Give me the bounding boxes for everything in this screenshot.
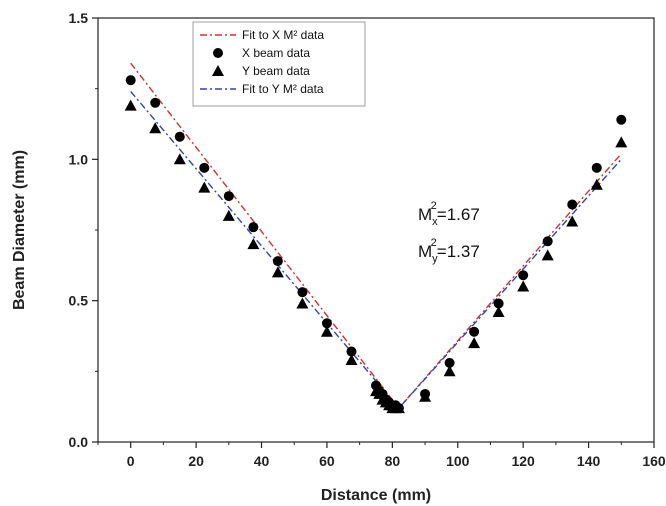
plot-frame <box>97 17 655 443</box>
y-beam-point <box>615 136 628 148</box>
y-tick-label: 1.5 <box>69 10 89 26</box>
x-axis-title: Distance (mm) <box>321 487 431 504</box>
annotation-mx2: Mx 2=1.67 <box>418 200 480 228</box>
annotation-my2-value: =1.37 <box>437 242 480 261</box>
legend: Fit to X M² data X beam data Y beam data… <box>192 21 366 107</box>
x-beam-point <box>469 326 480 337</box>
annotation-my2-sup: 2 <box>431 237 437 249</box>
x-beam-point <box>125 75 136 86</box>
legend-x-beam-label: X beam data <box>242 46 310 60</box>
y-beam-point <box>492 306 505 317</box>
y-beam-point <box>247 238 260 250</box>
y-beam-point <box>345 354 358 365</box>
y-beam-point <box>271 266 284 278</box>
fit-line-0 <box>130 62 622 410</box>
x-beam-point <box>297 287 308 298</box>
annotation-my2: My 2=1.37 <box>418 237 480 265</box>
x-beam-point <box>444 357 455 368</box>
y-tick-label: 1.0 <box>69 151 89 167</box>
y-beam-point <box>443 365 456 377</box>
x-tick-label: 160 <box>642 453 666 469</box>
x-tick-label: 140 <box>577 453 601 469</box>
x-beam-point <box>321 318 332 329</box>
legend-y-beam-marker <box>212 65 224 76</box>
annotation-mx2-sup: 2 <box>431 200 437 212</box>
y-beam-point <box>590 178 603 190</box>
x-beam-point <box>150 97 161 108</box>
y-axis-title: Beam Diameter (mm) <box>11 150 28 310</box>
legend-y-beam-label: Y beam data <box>242 64 310 78</box>
y-beam-point <box>296 297 309 309</box>
y-beam-point <box>468 337 481 349</box>
x-beam-point <box>493 298 504 309</box>
x-tick-label: 80 <box>385 453 401 469</box>
y-beam-point <box>419 390 432 402</box>
x-beam-point <box>616 114 627 125</box>
y-beam-point <box>392 402 405 414</box>
y-tick-label: 0.0 <box>69 434 89 450</box>
x-beam-point <box>223 191 234 202</box>
y-beam-point <box>222 209 235 221</box>
x-tick-label: 20 <box>188 453 204 469</box>
y-beam-point <box>149 122 162 134</box>
x-beam-point <box>591 162 602 173</box>
legend-box <box>192 21 366 107</box>
axis-ticks: 0 20 40 60 80 100 120 140 160 0.0 0.5 1.0 1.5 <box>69 10 666 469</box>
y-beam-point <box>198 181 211 193</box>
x-beam-point <box>248 222 259 233</box>
x-beam-point <box>567 199 578 210</box>
y-beam-point <box>320 325 333 337</box>
fit-lines <box>130 62 622 410</box>
annotation-mx2-base: M <box>418 205 432 224</box>
annotation-mx2-value: =1.67 <box>437 205 480 224</box>
y-beam-point <box>566 215 579 227</box>
legend-fit-x-label: Fit to X M² data <box>242 28 324 42</box>
x-beam-point <box>518 270 529 281</box>
annotation-mx2-sub: x <box>432 216 438 228</box>
x-beam-point <box>542 236 553 247</box>
annotation-my2-sub: y <box>432 253 438 265</box>
y-beam-point <box>541 249 554 261</box>
data-points <box>124 75 628 414</box>
x-tick-label: 40 <box>254 453 270 469</box>
y-beam-point <box>173 153 186 165</box>
x-tick-label: 60 <box>319 453 335 469</box>
y-beam-point <box>517 280 530 292</box>
y-tick-label: 0.5 <box>69 293 89 309</box>
legend-fit-y-label: Fit to Y M² data <box>242 82 324 96</box>
x-tick-label: 120 <box>511 453 535 469</box>
x-beam-point <box>346 346 357 357</box>
x-beam-point <box>199 162 210 173</box>
legend-x-beam-marker <box>213 48 223 58</box>
fit-line-3 <box>130 91 622 410</box>
x-beam-point <box>272 256 283 267</box>
y-beam-point <box>124 99 137 111</box>
x-tick-label: 100 <box>446 453 470 469</box>
x-beam-point <box>174 131 185 142</box>
x-tick-label: 0 <box>127 453 135 469</box>
annotation-my2-base: M <box>418 242 432 261</box>
